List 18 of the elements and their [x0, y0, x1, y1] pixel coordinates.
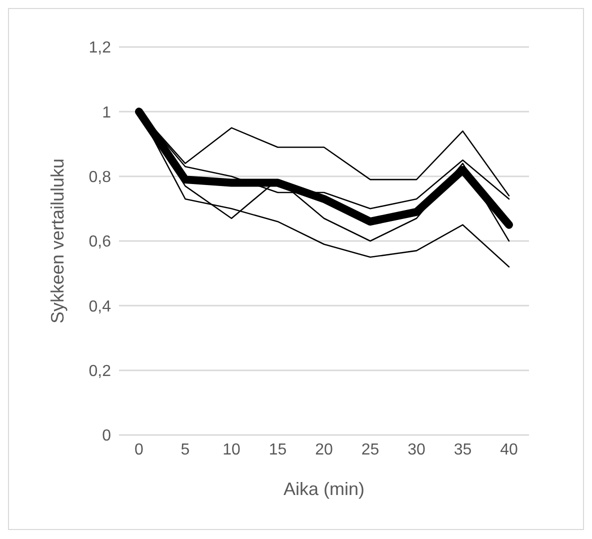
y-tick-label: 0,6: [88, 234, 112, 251]
x-tick-label: 30: [408, 441, 426, 458]
x-axis-title: Aika (min): [283, 479, 365, 499]
y-tick-label: 1,2: [88, 40, 112, 57]
y-axis-title: Sykkeen vertailuluku: [47, 158, 68, 324]
y-tick-label: 0,4: [88, 298, 112, 316]
x-tick-label: 40: [500, 441, 518, 458]
y-tick-label: 1: [102, 104, 112, 122]
x-tick-label: 15: [268, 441, 287, 458]
x-tick-label: 35: [454, 441, 472, 458]
x-tick-label: 25: [361, 441, 380, 458]
y-tick-label: 0: [102, 428, 112, 445]
x-tick-label: 10: [222, 441, 240, 458]
x-tick-label: 0: [134, 441, 144, 458]
y-tick-label: 0,8: [88, 169, 112, 186]
x-tick-label: 5: [180, 441, 190, 458]
y-tick-label: 0,2: [88, 363, 112, 380]
x-tick-label: 20: [315, 441, 333, 458]
